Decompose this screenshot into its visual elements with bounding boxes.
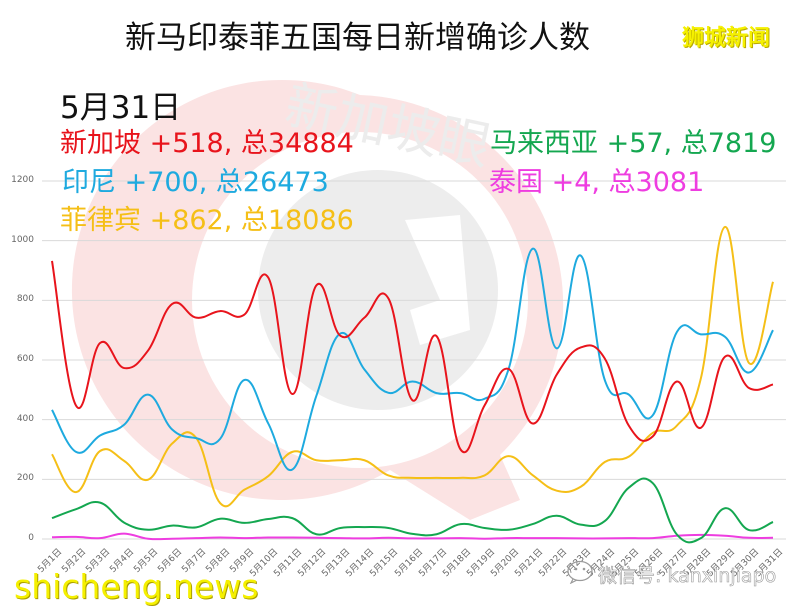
chart-title: 新马印泰菲五国每日新增确诊人数 (125, 20, 590, 56)
brand-logo-text: 狮城新闻 (682, 26, 771, 51)
chart-title-bar: 新马印泰菲五国每日新增确诊人数 狮城新闻 (0, 8, 800, 58)
series-line-id (51, 247, 774, 471)
series-line-ph (51, 225, 774, 508)
legend-date: 5月31日 (60, 90, 182, 126)
legend-philippines: 菲律宾 +862, 总18086 (60, 205, 354, 236)
series-lines (51, 225, 774, 544)
legend-indonesia: 印尼 +700, 总26473 (62, 167, 329, 198)
wechat-watermark: 微信号: kanxinjiapo (598, 565, 777, 588)
y-tick-label: 1200 (11, 175, 34, 185)
legend-thailand: 泰国 +4, 总3081 (489, 167, 705, 198)
series-line-th (51, 532, 774, 541)
y-tick-label: 800 (16, 294, 34, 305)
y-tick-label: 200 (16, 473, 34, 484)
y-tick-label: 1000 (11, 234, 34, 245)
wechat-icon (567, 560, 593, 584)
legend-singapore: 新加坡 +518, 总34884 (60, 128, 354, 159)
watermark-inner-shape (405, 215, 470, 345)
y-tick-label: 400 (16, 413, 34, 424)
series-line-sg (51, 260, 774, 454)
y-tick-label: 600 (16, 354, 34, 364)
y-tick-label: 0 (28, 533, 34, 543)
legend-malaysia: 马来西亚 +57, 总7819 (490, 128, 777, 159)
site-watermark: shicheng.news (14, 567, 259, 606)
series-line-my (51, 477, 774, 544)
